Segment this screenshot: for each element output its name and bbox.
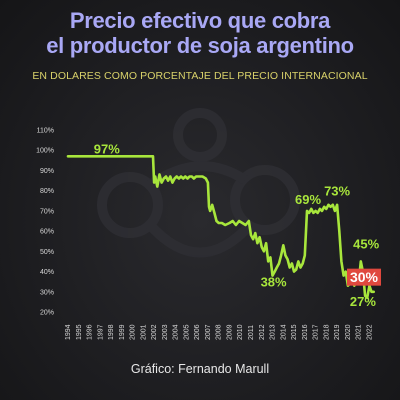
x-tick-label: 1999	[119, 324, 126, 340]
y-tick-label: 20%	[40, 310, 54, 317]
x-tick-label: 2014	[280, 324, 287, 340]
x-tick-label: 2017	[313, 324, 320, 340]
y-tick-label: 110%	[37, 128, 54, 135]
x-tick-label: 2016	[302, 324, 309, 340]
x-tick-label: 1995	[76, 324, 83, 340]
x-tick-label: 2002	[151, 324, 158, 340]
x-tick-label: 2019	[334, 324, 341, 340]
x-tick-label: 2007	[205, 324, 212, 340]
x-tick-label: 2001	[140, 324, 147, 340]
x-tick-label: 2013	[270, 324, 277, 340]
data-label: 69%	[295, 192, 321, 207]
title-line-1: Precio efectivo que cobra	[69, 8, 331, 33]
x-tick-label: 2015	[291, 324, 298, 340]
data-label-highlight: 30%	[350, 269, 379, 285]
x-tick-label: 2011	[248, 325, 255, 340]
data-label: 97%	[94, 141, 120, 156]
x-tick-label: 2008	[216, 324, 223, 340]
chart-subtitle: EN DOLARES COMO PORCENTAJE DEL PRECIO IN…	[32, 70, 368, 82]
x-tick-label: 2006	[194, 324, 201, 340]
x-tick-label: 1997	[97, 324, 104, 340]
data-label: 73%	[324, 184, 350, 199]
x-tick-label: 2010	[237, 324, 244, 340]
x-tick-label: 2022	[366, 324, 373, 340]
y-tick-label: 50%	[40, 249, 54, 256]
x-tick-label: 2012	[259, 324, 266, 340]
series-line	[66, 155, 376, 300]
x-tick-label: 2003	[162, 324, 169, 340]
data-label: 45%	[353, 236, 379, 251]
data-label: 27%	[350, 294, 376, 309]
y-tick-label: 100%	[36, 148, 54, 155]
x-tick-label: 1998	[108, 324, 115, 340]
highlight-box	[347, 268, 382, 286]
y-tick-label: 30%	[40, 289, 54, 296]
x-tick-label: 2009	[226, 324, 233, 340]
x-tick-label: 1996	[87, 324, 94, 340]
x-tick-label: 2020	[345, 324, 352, 340]
x-tick-label: 2004	[173, 324, 180, 340]
data-label: 38%	[261, 275, 287, 290]
title-line-2: el productor de soja argentino	[46, 33, 354, 58]
x-tick-label: 1994	[65, 324, 72, 340]
x-tick-label: 2005	[183, 324, 190, 340]
y-tick-label: 40%	[40, 269, 54, 276]
y-tick-label: 70%	[40, 208, 54, 215]
y-tick-label: 90%	[40, 168, 54, 175]
x-tick-label: 2018	[323, 324, 330, 340]
y-tick-label: 60%	[40, 229, 54, 236]
chart-title: Precio efectivo que cobra el productor d…	[0, 8, 400, 58]
chart-credit: Gráfico: Fernando Marull	[130, 362, 270, 376]
y-tick-label: 80%	[40, 188, 54, 195]
x-tick-label: 2000	[130, 324, 137, 340]
x-tick-label: 2021	[356, 324, 363, 340]
